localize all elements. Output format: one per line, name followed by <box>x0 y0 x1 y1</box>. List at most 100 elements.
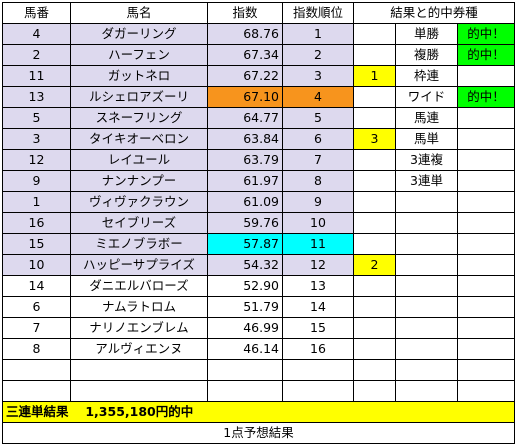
umaban-cell: 14 <box>2 275 71 297</box>
empty-cell <box>456 380 516 402</box>
empty-row <box>2 380 516 402</box>
juni-cell: 11 <box>282 233 354 255</box>
juni-cell: 7 <box>282 149 354 171</box>
hit-cell <box>456 338 516 360</box>
ticket-cell <box>395 212 458 234</box>
placing-cell <box>353 338 396 360</box>
juni-cell: 5 <box>282 107 354 129</box>
bamei-cell: ガットネロ <box>70 65 208 87</box>
umaban-cell: 7 <box>2 317 71 339</box>
shisu-cell: 68.76 <box>207 23 283 45</box>
shisu-cell: 64.77 <box>207 107 283 129</box>
umaban-cell: 4 <box>2 23 71 45</box>
juni-cell: 12 <box>282 254 354 276</box>
table-row: 14 ダニエルバローズ 52.90 13 <box>2 275 516 297</box>
table-caption: 1点予想結果 <box>1 422 516 444</box>
shisu-cell: 54.32 <box>207 254 283 276</box>
table-row: 7 ナリノエンブレム 46.99 15 <box>2 317 516 339</box>
empty-cell <box>207 380 283 402</box>
placing-cell <box>353 212 396 234</box>
hit-cell <box>456 233 516 255</box>
bamei-cell: ハッピーサプライズ <box>70 254 208 276</box>
bamei-cell: ダニエルバローズ <box>70 275 208 297</box>
ticket-cell <box>395 254 458 276</box>
ticket-cell <box>395 191 458 213</box>
bamei-cell: セイブリーズ <box>70 212 208 234</box>
ticket-cell: 枠連 <box>395 65 458 87</box>
hit-cell <box>456 254 516 276</box>
bamei-cell: ナンナンプー <box>70 170 208 192</box>
umaban-cell: 10 <box>2 254 71 276</box>
hit-cell: 的中！ <box>456 86 516 108</box>
umaban-cell: 16 <box>2 212 71 234</box>
placing-cell <box>353 44 396 66</box>
hit-cell <box>456 65 516 87</box>
juni-cell: 16 <box>282 338 354 360</box>
table-row: 15 ミエノブラボー 57.87 11 <box>2 233 516 255</box>
empty-cell <box>2 380 71 402</box>
empty-cell <box>282 380 354 402</box>
ticket-cell: 複勝 <box>395 44 458 66</box>
hit-cell: 的中！ <box>456 44 516 66</box>
header-bamei: 馬名 <box>70 2 208 24</box>
juni-cell: 10 <box>282 212 354 234</box>
ticket-cell: 馬単 <box>395 128 458 150</box>
shisu-cell: 46.99 <box>207 317 283 339</box>
juni-cell: 1 <box>282 23 354 45</box>
hit-cell <box>456 170 516 192</box>
placing-cell <box>353 317 396 339</box>
umaban-cell: 9 <box>2 170 71 192</box>
shisu-cell: 57.87 <box>207 233 283 255</box>
ticket-cell <box>395 317 458 339</box>
shisu-cell: 51.79 <box>207 296 283 318</box>
ticket-cell <box>395 296 458 318</box>
bamei-cell: ミエノブラボー <box>70 233 208 255</box>
placing-cell: 1 <box>353 65 396 87</box>
juni-cell: 2 <box>282 44 354 66</box>
table-row: 3 タイキオーベロン 63.84 6 3 馬単 <box>2 128 516 150</box>
table-row: 13 ルシェロアズーリ 67.10 4 ワイド 的中！ <box>2 86 516 108</box>
juni-cell: 9 <box>282 191 354 213</box>
empty-cell <box>353 380 396 402</box>
bamei-cell: ヴィヴァクラウン <box>70 191 208 213</box>
shisu-cell: 67.22 <box>207 65 283 87</box>
bamei-cell: ハーフェン <box>70 44 208 66</box>
juni-cell: 6 <box>282 128 354 150</box>
table-row: 1 ヴィヴァクラウン 61.09 9 <box>2 191 516 213</box>
placing-cell <box>353 191 396 213</box>
bamei-cell: ダガーリング <box>70 23 208 45</box>
shisu-cell: 61.97 <box>207 170 283 192</box>
empty-cell <box>353 359 396 381</box>
umaban-cell: 8 <box>2 338 71 360</box>
bamei-cell: タイキオーベロン <box>70 128 208 150</box>
bamei-cell: スネーフリング <box>70 107 208 129</box>
placing-cell <box>353 275 396 297</box>
placing-cell <box>353 170 396 192</box>
table-row: 10 ハッピーサプライズ 54.32 12 2 <box>2 254 516 276</box>
placing-cell <box>353 233 396 255</box>
ticket-cell: 3連単 <box>395 170 458 192</box>
shisu-cell: 63.79 <box>207 149 283 171</box>
umaban-cell: 15 <box>2 233 71 255</box>
ticket-cell: 馬連 <box>395 107 458 129</box>
ticket-cell: 3連複 <box>395 149 458 171</box>
empty-cell <box>282 359 354 381</box>
empty-cell <box>70 380 208 402</box>
placing-cell <box>353 23 396 45</box>
juni-cell: 8 <box>282 170 354 192</box>
hit-cell <box>456 191 516 213</box>
header-shisu: 指数 <box>207 2 283 24</box>
placing-cell: 3 <box>353 128 396 150</box>
juni-cell: 14 <box>282 296 354 318</box>
table-row: 4 ダガーリング 68.76 1 単勝 的中！ <box>2 23 516 45</box>
juni-cell: 3 <box>282 65 354 87</box>
empty-row <box>2 359 516 381</box>
umaban-cell: 12 <box>2 149 71 171</box>
table-row: 6 ナムラトロム 51.79 14 <box>2 296 516 318</box>
hit-cell <box>456 275 516 297</box>
shisu-cell: 52.90 <box>207 275 283 297</box>
juni-cell: 15 <box>282 317 354 339</box>
umaban-cell: 11 <box>2 65 71 87</box>
hit-cell <box>456 128 516 150</box>
